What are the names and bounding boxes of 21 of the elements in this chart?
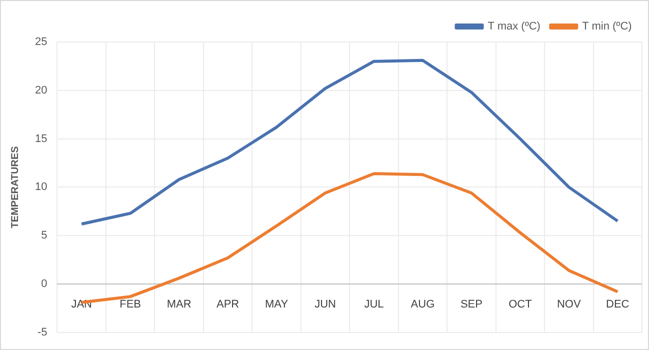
x-tick-label: JUL — [364, 298, 384, 311]
x-tick-label: NOV — [556, 298, 582, 311]
legend-label: T max (ºC) — [488, 20, 540, 33]
y-tick-label: -5 — [37, 326, 48, 338]
y-axis-title: TEMPERATURES — [10, 146, 21, 228]
y-tick-label: 5 — [41, 230, 48, 242]
x-tick-label: MAY — [265, 298, 289, 311]
x-tick-label: JUN — [314, 298, 336, 311]
y-tick-label: 15 — [34, 132, 48, 145]
y-tick-label: 25 — [34, 36, 48, 48]
x-tick-label: APR — [216, 298, 240, 311]
x-tick-label: FEB — [120, 298, 142, 311]
x-tick-label: AUG — [410, 298, 435, 311]
x-tick-label: DEC — [606, 298, 630, 311]
legend-label: T min (ºC) — [582, 20, 632, 33]
y-tick-label: 10 — [34, 181, 48, 194]
y-tick-label: 20 — [34, 84, 48, 96]
x-tick-label: MAR — [166, 298, 192, 311]
x-tick-label: SEP — [460, 298, 482, 311]
y-tick-label: 0 — [41, 278, 48, 290]
x-tick-label: OCT — [508, 298, 532, 311]
